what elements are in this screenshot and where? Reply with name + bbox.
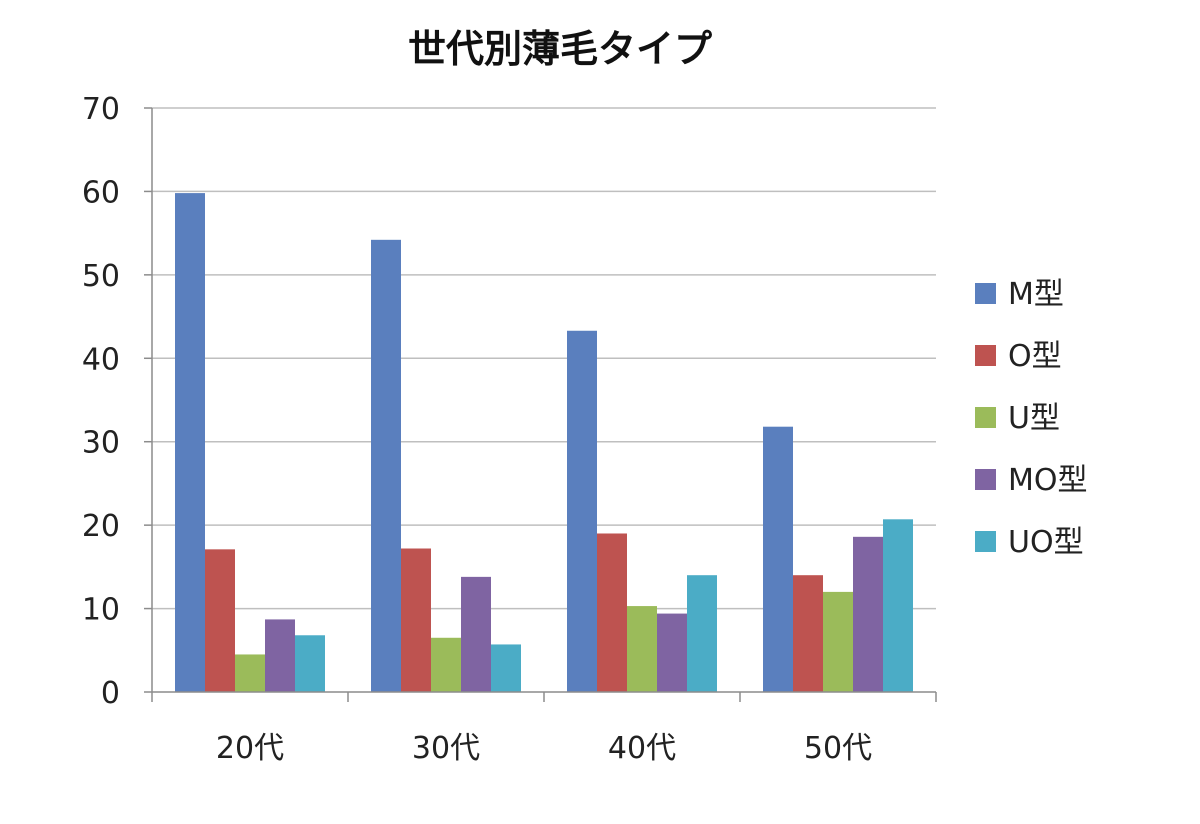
bar-U型-50代: [823, 591, 853, 692]
x-axis-ticks: 20代 30代 40代 50代: [151, 692, 937, 766]
bar-M型-40代: [567, 330, 597, 692]
bar-O型-30代: [401, 548, 431, 692]
y-tick-label: 60: [82, 175, 120, 210]
legend-label: MO型: [1008, 463, 1088, 498]
x-tick-label: 50代: [804, 731, 872, 766]
bar-UO型-40代: [687, 575, 717, 692]
bar-M型-30代: [371, 239, 401, 692]
bar-MO型-30代: [461, 576, 491, 692]
bar-UO型-20代: [295, 635, 325, 692]
legend-swatch: [975, 531, 996, 552]
legend-swatch: [975, 283, 996, 304]
y-tick-label: 30: [82, 426, 120, 461]
y-tick-label: 0: [101, 676, 120, 711]
bar-UO型-50代: [883, 519, 913, 692]
y-tick-label: 50: [82, 259, 120, 294]
legend: M型 O型 U型 MO型 UO型: [975, 277, 1088, 560]
legend-label: UO型: [1008, 525, 1084, 560]
legend-label: O型: [1008, 339, 1062, 374]
gridlines: [152, 107, 936, 610]
bar-O型-50代: [793, 575, 823, 692]
bars: [175, 193, 913, 692]
bar-M型-50代: [763, 426, 793, 692]
y-tick-label: 10: [82, 593, 120, 628]
y-tick-label: 20: [82, 509, 120, 544]
x-tick-label: 20代: [216, 731, 284, 766]
bar-U型-40代: [627, 606, 657, 692]
y-axis-ticks: 0 10 20 30 40 50 60 70: [82, 92, 152, 711]
legend-label: M型: [1008, 277, 1064, 312]
bar-MO型-50代: [853, 536, 883, 692]
bar-U型-30代: [431, 637, 461, 692]
bar-MO型-20代: [265, 619, 295, 692]
bar-U型-20代: [235, 654, 265, 692]
legend-swatch: [975, 469, 996, 490]
bar-O型-20代: [205, 549, 235, 692]
x-tick-label: 40代: [608, 731, 676, 766]
legend-swatch: [975, 407, 996, 428]
bar-M型-20代: [175, 193, 205, 692]
y-tick-label: 40: [82, 342, 120, 377]
y-tick-label: 70: [82, 92, 120, 127]
legend-swatch: [975, 345, 996, 366]
bar-O型-40代: [597, 533, 627, 692]
bar-UO型-30代: [491, 644, 521, 692]
x-tick-label: 30代: [412, 731, 480, 766]
legend-label: U型: [1008, 401, 1060, 436]
bar-MO型-40代: [657, 613, 687, 692]
chart-title: 世代別薄毛タイプ: [408, 27, 712, 71]
